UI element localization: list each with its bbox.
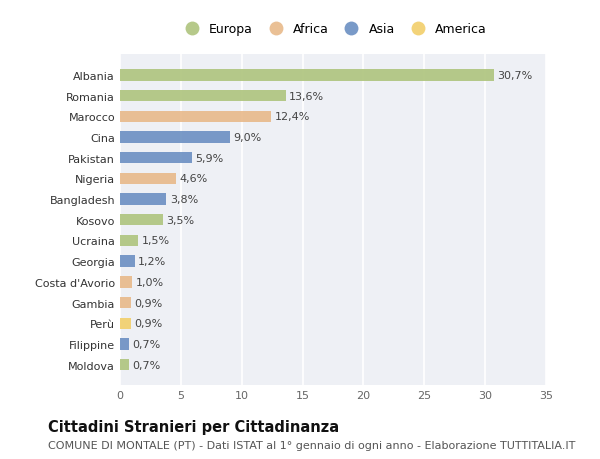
Text: Cittadini Stranieri per Cittadinanza: Cittadini Stranieri per Cittadinanza	[48, 419, 339, 434]
Text: 0,7%: 0,7%	[132, 339, 160, 349]
Bar	[120, 235, 138, 246]
Bar	[120, 277, 132, 288]
Bar	[120, 318, 131, 329]
Text: 13,6%: 13,6%	[289, 91, 325, 101]
Bar	[120, 174, 176, 185]
Text: COMUNE DI MONTALE (PT) - Dati ISTAT al 1° gennaio di ogni anno - Elaborazione TU: COMUNE DI MONTALE (PT) - Dati ISTAT al 1…	[48, 440, 575, 450]
Bar	[120, 297, 131, 308]
Text: 0,9%: 0,9%	[134, 298, 163, 308]
Bar	[120, 339, 128, 350]
Bar	[120, 112, 271, 123]
Text: 1,5%: 1,5%	[142, 236, 170, 246]
Text: 4,6%: 4,6%	[179, 174, 208, 184]
Bar	[120, 359, 128, 370]
Text: 0,9%: 0,9%	[134, 319, 163, 329]
Legend: Europa, Africa, Asia, America: Europa, Africa, Asia, America	[174, 18, 492, 41]
Text: 1,2%: 1,2%	[138, 257, 167, 267]
Bar	[120, 215, 163, 226]
Bar	[120, 256, 134, 267]
Bar	[120, 91, 286, 102]
Bar	[120, 194, 166, 205]
Text: 30,7%: 30,7%	[497, 71, 533, 81]
Text: 5,9%: 5,9%	[196, 153, 224, 163]
Bar	[120, 132, 230, 143]
Text: 12,4%: 12,4%	[275, 112, 310, 122]
Text: 0,7%: 0,7%	[132, 360, 160, 370]
Bar	[120, 153, 192, 164]
Text: 1,0%: 1,0%	[136, 277, 164, 287]
Text: 3,8%: 3,8%	[170, 195, 198, 205]
Bar	[120, 70, 494, 81]
Text: 3,5%: 3,5%	[166, 215, 194, 225]
Text: 9,0%: 9,0%	[233, 133, 262, 143]
